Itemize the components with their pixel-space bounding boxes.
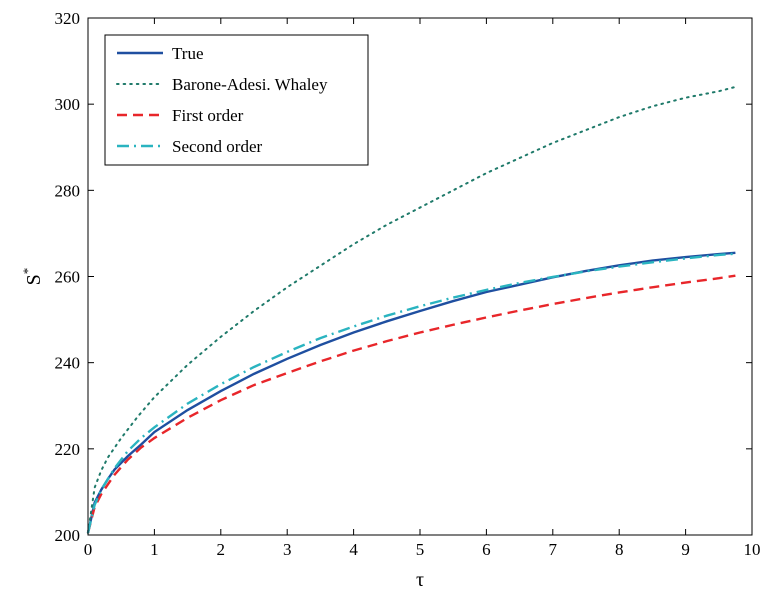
legend: True Barone-Adesi. Whaley First order Secon… (104, 34, 369, 166)
series-line-3 (86, 252, 736, 534)
x-axis-label: τ (416, 569, 424, 591)
x-tick-label: 8 (615, 540, 624, 559)
y-tick-label: 200 (55, 526, 81, 545)
axis-tick-labels: 0 1 2 3 4 5 6 7 8 9 10 200 220 240 260 280 300 320 (55, 9, 761, 559)
y-tick-label: 300 (55, 95, 81, 114)
y-tick-label: 260 (55, 268, 81, 287)
y-axis-label: S* (20, 268, 45, 286)
y-tick-label: 240 (55, 354, 81, 373)
series-lines (86, 85, 737, 534)
x-tick-label: 9 (681, 540, 690, 559)
axis-ticks (87, 17, 753, 536)
series-line-2 (86, 274, 736, 534)
x-tick-label: 10 (744, 540, 761, 559)
y-tick-label: 320 (55, 9, 81, 28)
legend-label-0: True (172, 44, 204, 63)
legend-label-2: First order (172, 106, 244, 125)
legend-box (104, 34, 369, 166)
x-tick-label: 4 (349, 540, 358, 559)
x-tick-label: 6 (482, 540, 491, 559)
x-tick-label: 2 (217, 540, 226, 559)
legend-label-3: Second order (172, 137, 263, 156)
x-tick-label: 5 (416, 540, 425, 559)
y-tick-label: 220 (55, 440, 81, 459)
y-axis-label-main: S (23, 274, 45, 285)
x-tick-label: 0 (84, 540, 93, 559)
x-tick-label: 3 (283, 540, 292, 559)
x-tick-label: 7 (549, 540, 558, 559)
x-tick-label: 1 (150, 540, 159, 559)
y-axis-label-superscript: * (20, 268, 35, 275)
y-tick-label: 280 (55, 181, 81, 200)
series-line-1 (87, 85, 737, 534)
legend-label-1: Barone-Adesi. Whaley (172, 75, 328, 94)
